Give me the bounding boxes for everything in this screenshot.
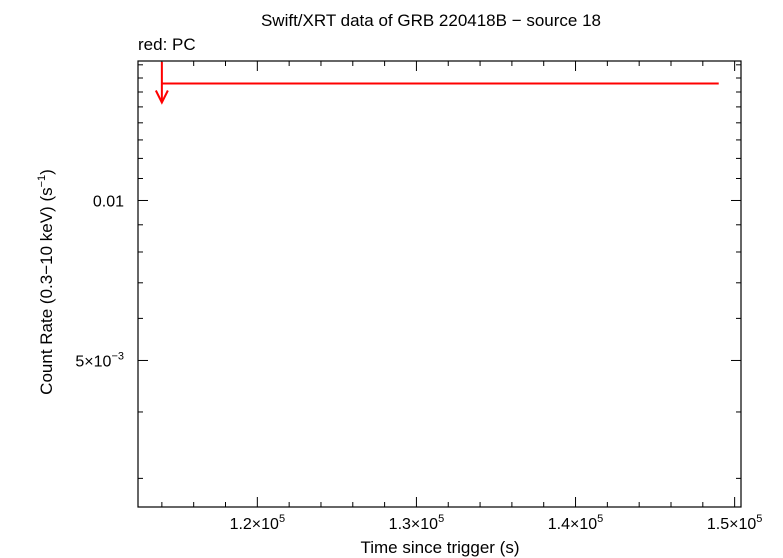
y-tick-label: 0.01 <box>93 193 124 210</box>
chart-subtitle: red: PC <box>138 35 196 54</box>
x-tick-label: 1.4×105 <box>548 513 604 533</box>
y-axis-label: Count Rate (0.3−10 keV) (s−1) <box>36 169 56 395</box>
data-marks <box>154 62 719 105</box>
axis-tick-labels: 1.2×105 1.3×105 1.4×105 1.5×105 0.01 5×10−3 <box>75 193 762 533</box>
upper-limit-arrow-head <box>154 90 169 105</box>
chart-title: Swift/XRT data of GRB 220418B − source 1… <box>261 11 601 30</box>
x-tick-label: 1.3×105 <box>389 513 445 533</box>
axis-ticks <box>138 61 741 507</box>
x-tick-label: 1.2×105 <box>230 513 286 533</box>
y-tick-label: 5×10−3 <box>75 350 124 370</box>
x-axis-label: Time since trigger (s) <box>360 538 519 557</box>
plot-frame <box>137 60 742 508</box>
x-tick-label: 1.5×105 <box>707 513 763 533</box>
